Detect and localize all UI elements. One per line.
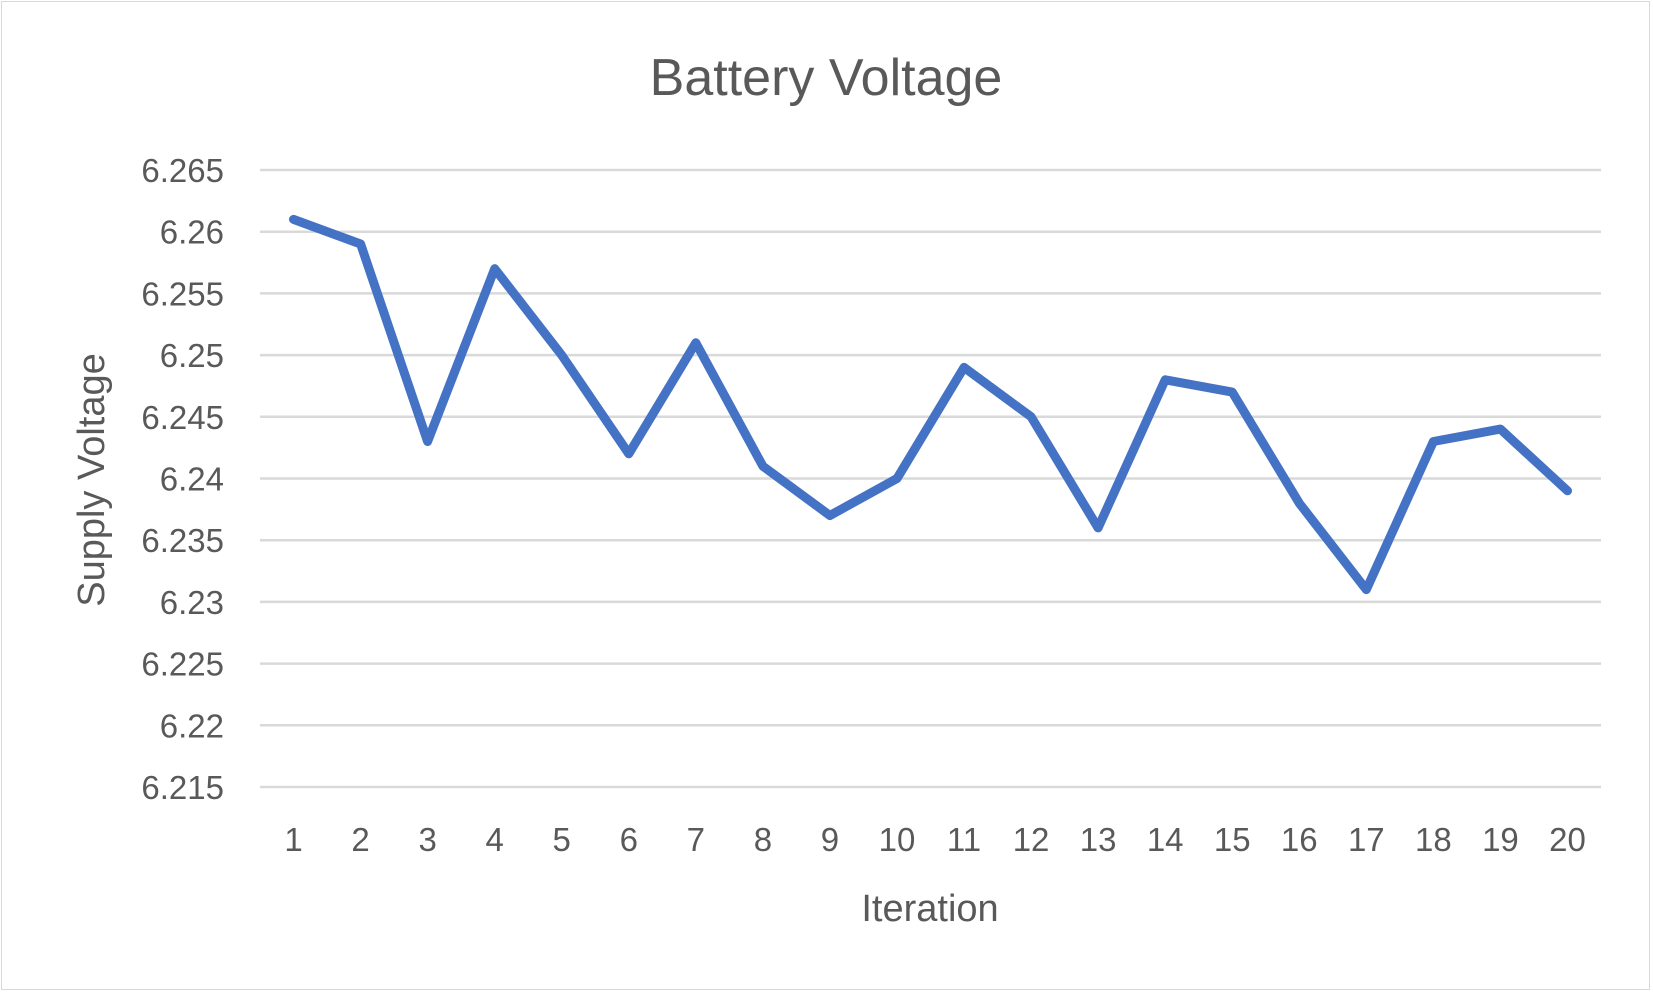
x-tick-label: 5 — [553, 821, 571, 858]
x-tick-label: 6 — [620, 821, 638, 858]
x-tick-label: 7 — [687, 821, 705, 858]
y-tick-label: 6.25 — [160, 337, 224, 374]
y-tick-label: 6.225 — [141, 646, 224, 683]
x-axis-title: Iteration — [861, 888, 998, 930]
x-tick-label: 13 — [1080, 821, 1117, 858]
x-tick-label: 15 — [1214, 821, 1251, 858]
y-tick-label: 6.255 — [141, 275, 224, 312]
chart-title: Battery Voltage — [650, 49, 1003, 107]
y-tick-label: 6.265 — [141, 152, 224, 189]
series-line — [289, 214, 1572, 595]
y-tick-label: 6.24 — [160, 461, 224, 498]
x-tick-label: 17 — [1348, 821, 1385, 858]
x-tick-label: 20 — [1549, 821, 1586, 858]
x-tick-label: 18 — [1415, 821, 1452, 858]
x-tick-label: 2 — [351, 821, 369, 858]
x-tick-label: 19 — [1482, 821, 1519, 858]
series-group — [289, 214, 1572, 595]
x-tick-label: 11 — [947, 821, 981, 858]
y-tick-label: 6.26 — [160, 214, 224, 251]
x-tick-label: 9 — [821, 821, 839, 858]
x-tick-label: 10 — [879, 821, 916, 858]
y-tick-label: 6.245 — [141, 399, 224, 436]
x-tick-label: 16 — [1281, 821, 1318, 858]
x-tick-label: 8 — [754, 821, 772, 858]
x-tick-label: 4 — [485, 821, 503, 858]
y-axis-tick-labels: 6.215 6.22 6.225 6.23 6.235 6.24 6.245 6.25 6.25… — [141, 152, 224, 806]
y-tick-label: 6.235 — [141, 522, 224, 559]
x-tick-label: 3 — [418, 821, 436, 858]
x-tick-label: 12 — [1013, 821, 1050, 858]
x-tick-label: 14 — [1147, 821, 1184, 858]
y-axis-title: Supply Voltage — [71, 353, 113, 607]
gridlines — [260, 168, 1601, 789]
y-tick-label: 6.22 — [160, 707, 224, 744]
y-tick-label: 6.215 — [141, 769, 224, 806]
x-tick-label: 1 — [284, 821, 302, 858]
y-tick-label: 6.23 — [160, 584, 224, 621]
x-axis-tick-labels: 1 2 3 4 5 6 7 8 9 10 11 12 13 14 15 16 17 18 19 20 — [284, 821, 1585, 858]
